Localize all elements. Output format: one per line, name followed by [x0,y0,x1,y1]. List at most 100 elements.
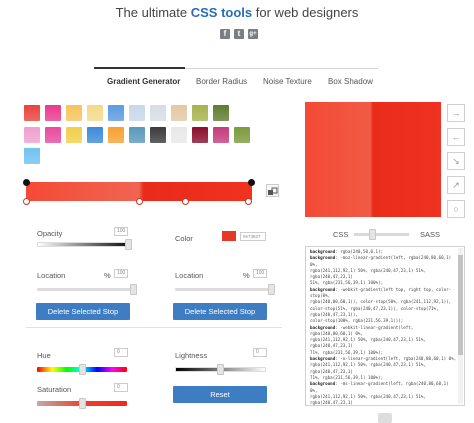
location2-label: Location [175,271,204,280]
gradient-bar[interactable] [26,182,252,201]
delete-stop-button[interactable]: Delete Selected Stop [36,303,130,320]
color-stop[interactable] [136,198,143,205]
reset-button[interactable]: Reset [173,386,267,403]
code-value: color-stop(51%, rgba(240,47,23,1)), colo… [310,305,439,317]
gradient-preset-swatch[interactable] [87,105,103,121]
gradient-preset-swatch[interactable] [24,148,40,164]
opacity-slider-thumb[interactable] [124,239,132,250]
opacity-stop[interactable] [248,179,255,186]
location2-unit: % [243,271,250,280]
copy-stop-icon[interactable] [266,184,279,197]
sass-label[interactable]: SASS [420,230,441,239]
location2-slider[interactable] [175,288,271,291]
color-stop[interactable] [23,198,30,205]
circle-icon[interactable]: ○ [447,200,465,218]
gradient-preset-swatch[interactable] [171,127,187,143]
css-code-output[interactable]: background: rgba(240,50,0,1); background:… [305,246,465,406]
code-property: background [310,255,336,261]
color-stop[interactable] [245,198,252,205]
arrow-left-icon[interactable]: ← [447,128,465,146]
code-scrollbar-thumb[interactable] [458,255,463,355]
code-line: rgba(241,112,92,1) 50%, rgba(240,47,23,1… [310,337,458,350]
code-property: background [310,381,336,387]
css-code-text: background: rgba(240,50,0,1); background:… [310,249,458,405]
location2-slider-thumb[interactable] [267,284,275,295]
gradient-preset-swatch[interactable] [45,127,61,143]
arrow-down-right-icon[interactable]: ↘ [447,152,465,170]
location-input[interactable]: 100 [114,269,128,278]
opacity-slider[interactable] [37,242,128,247]
saturation-input[interactable]: 0 [114,383,128,392]
code-value: : -webkit-linear-gradient(left, rgba(240… [310,324,414,336]
googleplus-icon[interactable]: g+ [248,29,258,39]
gradient-preset-swatch[interactable] [66,105,82,121]
code-value: : -o-linear-gradient(left, rgba(240,80,6… [335,356,457,362]
opacity-input[interactable]: 100 [114,227,128,236]
code-value: : -ms-linear-gradient(left, rgba(240,80,… [310,381,449,393]
hue-slider-thumb[interactable] [78,364,86,375]
gradient-preset-swatch[interactable] [171,105,187,121]
location2-input[interactable]: 100 [253,269,267,278]
gradient-preset-swatch[interactable] [45,105,61,121]
code-value: rgba(241,112,92,1) 50%, rgba(240,47,23,1… [310,267,426,280]
color-hex-input[interactable]: #e73827 [240,232,266,241]
opacity-stop[interactable] [23,179,30,186]
code-line: 51%, rgba(231,56,39,1) 100%); [310,280,458,286]
facebook-icon[interactable]: f [220,29,230,39]
gradient-preset-swatch[interactable] [192,127,208,143]
location-slider[interactable] [37,288,133,291]
css-sass-toggle-thumb[interactable] [369,229,376,240]
twitter-icon[interactable]: t [234,29,244,39]
hue-input[interactable]: 0 [114,348,128,357]
code-property: background [310,324,336,330]
lightness-slider-thumb[interactable] [217,364,224,375]
gradient-preset-swatch[interactable] [108,127,124,143]
code-line: background: rgba(240,50,0,1); [310,249,458,255]
gradient-preset-swatch[interactable] [213,127,229,143]
gradient-preset-swatch[interactable] [24,127,40,143]
code-value: 71%, rgba(231,56,39,1) 100%); [310,349,384,355]
gradient-preset-swatch[interactable] [24,105,40,121]
lightness-input[interactable]: 0 [253,348,267,357]
color-swatch[interactable] [222,231,236,241]
tab-border-radius[interactable]: Border Radius [196,77,248,86]
gradient-preset-swatch[interactable] [129,105,145,121]
location-label: Location [37,271,66,280]
code-value: 51%, rgba(231,56,39,1) 100%); [310,280,384,286]
arrow-right-icon[interactable]: → [447,104,465,122]
lightness-label: Lightness [175,351,208,360]
location-unit: % [104,271,111,280]
code-value: rgba(240,80,60,1)), color-stop(50%, rgba… [310,299,452,305]
gradient-preset-swatch[interactable] [66,127,82,143]
tab-divider [94,68,378,69]
color-stop[interactable] [182,198,189,205]
tab-box-shadow[interactable]: Box Shadow [328,77,373,86]
active-tab-indicator [94,67,185,69]
code-value: color-stop(100%, rgba(231,56,39,1))); [310,318,404,324]
location-slider-thumb[interactable] [129,284,137,295]
code-line: background: -webkit-linear-gradient(left… [310,325,458,338]
gradient-preset-swatch[interactable] [213,105,229,121]
code-line: rgba(241,112,92,1) 50%, rgba(240,47,23,1… [310,394,458,405]
saturation-slider-thumb[interactable] [78,398,86,409]
delete-stop-button-2[interactable]: Delete Selected Stop [173,303,267,320]
drag-handle[interactable] [378,413,392,423]
code-value: : rgba(240,50,0,1); [335,249,384,254]
gradient-preset-swatch[interactable] [108,105,124,121]
tab-gradient-generator[interactable]: Gradient Generator [107,77,181,86]
gradient-preset-swatch[interactable] [87,127,103,143]
gradient-preset-swatch[interactable] [150,127,166,143]
code-value: : -webkit-gradient(left top, right top, … [310,286,452,299]
gradient-preset-swatch[interactable] [192,105,208,121]
gradient-preset-swatch[interactable] [129,127,145,143]
tab-noise-texture[interactable]: Noise Texture [263,77,312,86]
css-label[interactable]: CSS [333,230,349,239]
gradient-preset-swatch[interactable] [150,105,166,121]
gradient-preset-swatch[interactable] [234,127,250,143]
css-sass-toggle-track[interactable] [354,233,409,236]
code-line: background: -webkit-gradient(left top, r… [310,287,458,300]
code-value: : -moz-linear-gradient(left, rgba(240,80… [310,255,452,267]
saturation-label: Saturation [37,385,72,394]
arrow-up-right-icon[interactable]: ↗ [447,176,465,194]
code-value: rgba(241,112,92,1) 50%, rgba(240,47,23,1… [310,337,426,349]
